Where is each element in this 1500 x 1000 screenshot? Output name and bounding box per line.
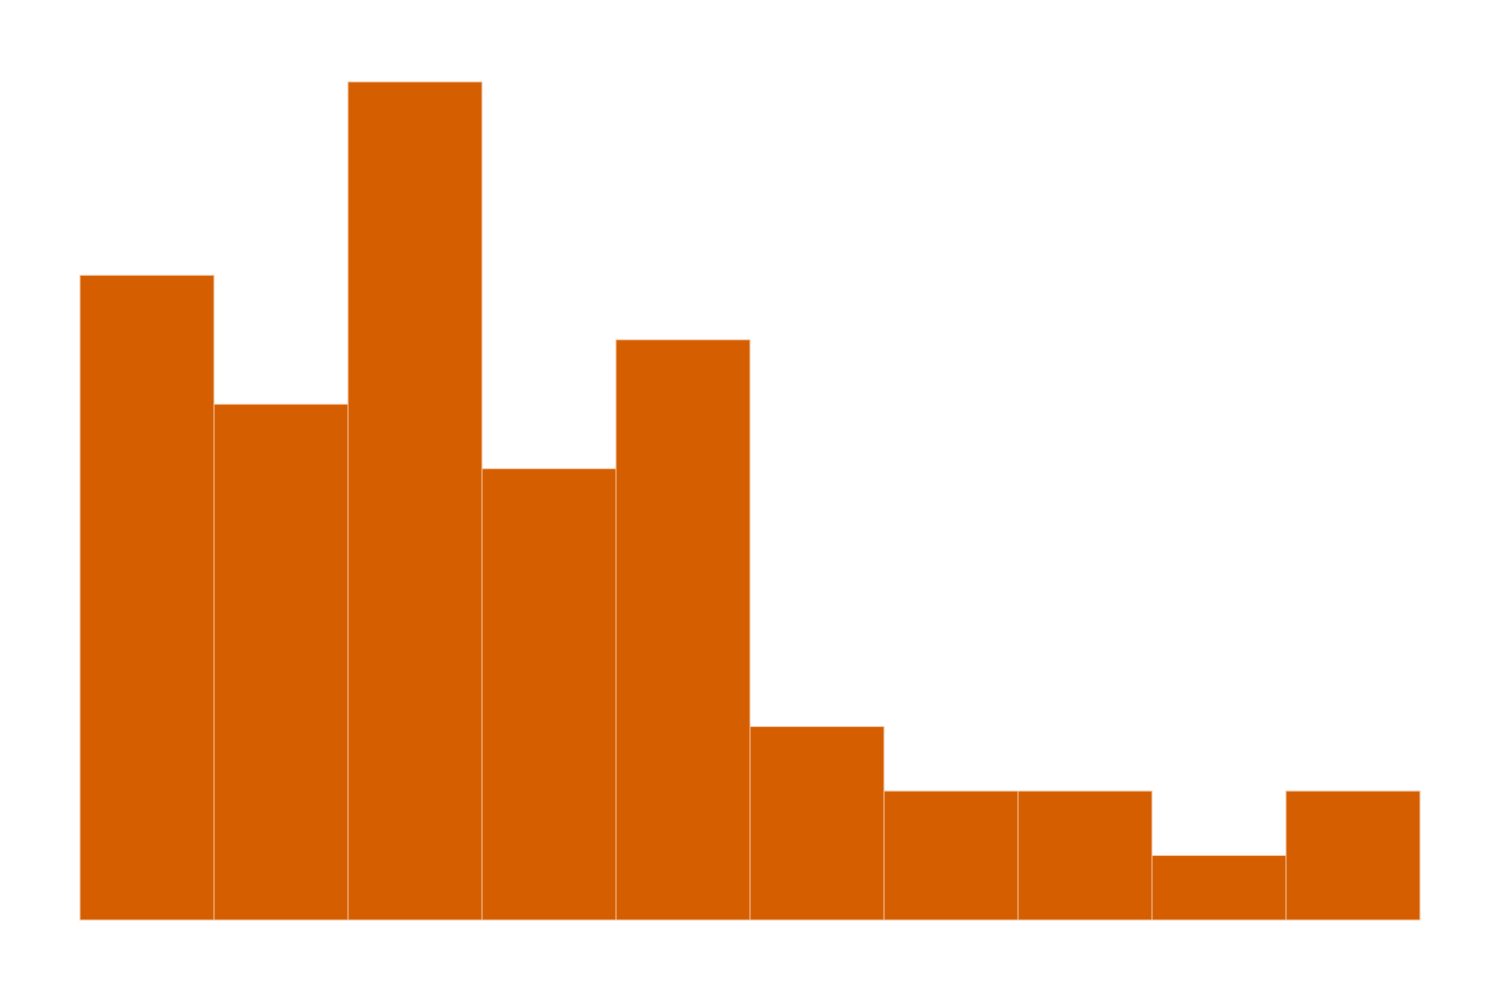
histogram-bar bbox=[481, 468, 617, 921]
histogram-bar bbox=[1151, 855, 1287, 921]
histogram-bars bbox=[79, 81, 1421, 921]
histogram-bar bbox=[213, 403, 349, 921]
histogram-bar bbox=[615, 339, 751, 921]
histogram-bar bbox=[1017, 790, 1153, 921]
histogram-bar bbox=[883, 790, 1019, 921]
histogram-bar bbox=[79, 274, 215, 921]
histogram-bar bbox=[347, 81, 483, 921]
histogram-bar bbox=[749, 726, 885, 921]
histogram-bar bbox=[1285, 790, 1421, 921]
